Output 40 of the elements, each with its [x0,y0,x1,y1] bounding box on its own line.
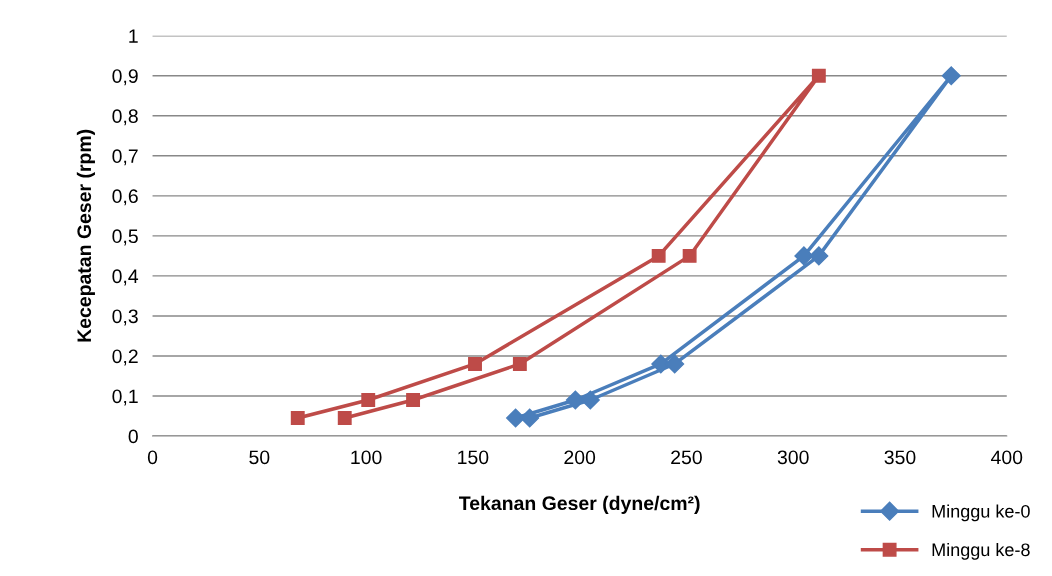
point [512,357,527,371]
point [682,248,697,263]
point [361,393,376,407]
point [651,248,666,263]
y-tick-label: 0,4 [112,269,139,286]
legend-label: Minggu ke-0 [932,504,1030,522]
y-tick-label: 1 [129,29,138,43]
point [580,390,600,410]
point [290,411,305,425]
x-tick-label: 300 [777,450,809,465]
y-tick-label: 0,9 [112,69,138,86]
x-tick-label: 50 [249,450,270,465]
point [406,393,421,407]
x-axis-title: Tekanan Geser (dyne/cm²) [459,495,700,514]
legend-label: Minggu ke-8 [932,542,1030,560]
y-tick-label: 0,7 [112,149,138,166]
point [337,411,352,425]
x-tick-label: 200 [564,450,596,465]
y-tick-label: 0,8 [112,109,138,126]
y-axis-title: Kecepatan Geser (rpm) [76,129,95,342]
x-tick-label: 400 [990,450,1023,465]
x-tick-label: 150 [458,450,489,465]
x-tick-label: 350 [884,450,916,465]
x-tick-label: 100 [351,450,382,465]
point [468,357,482,371]
point [665,354,685,374]
y-tick-label: 0 [128,429,138,444]
x-tick-label: 250 [671,450,702,465]
point [520,408,540,428]
point [941,66,961,86]
y-tick-label: 0,3 [112,309,138,326]
x-tick-label: 0 [147,450,158,465]
point [809,246,829,266]
y-tick-label: 0,2 [112,349,138,366]
y-tick-label: 0,5 [112,229,138,246]
point [811,68,826,83]
point [565,390,585,410]
y-tick-label: 0,6 [112,189,138,206]
y-tick-label: 0,1 [112,389,138,406]
point [794,246,814,266]
